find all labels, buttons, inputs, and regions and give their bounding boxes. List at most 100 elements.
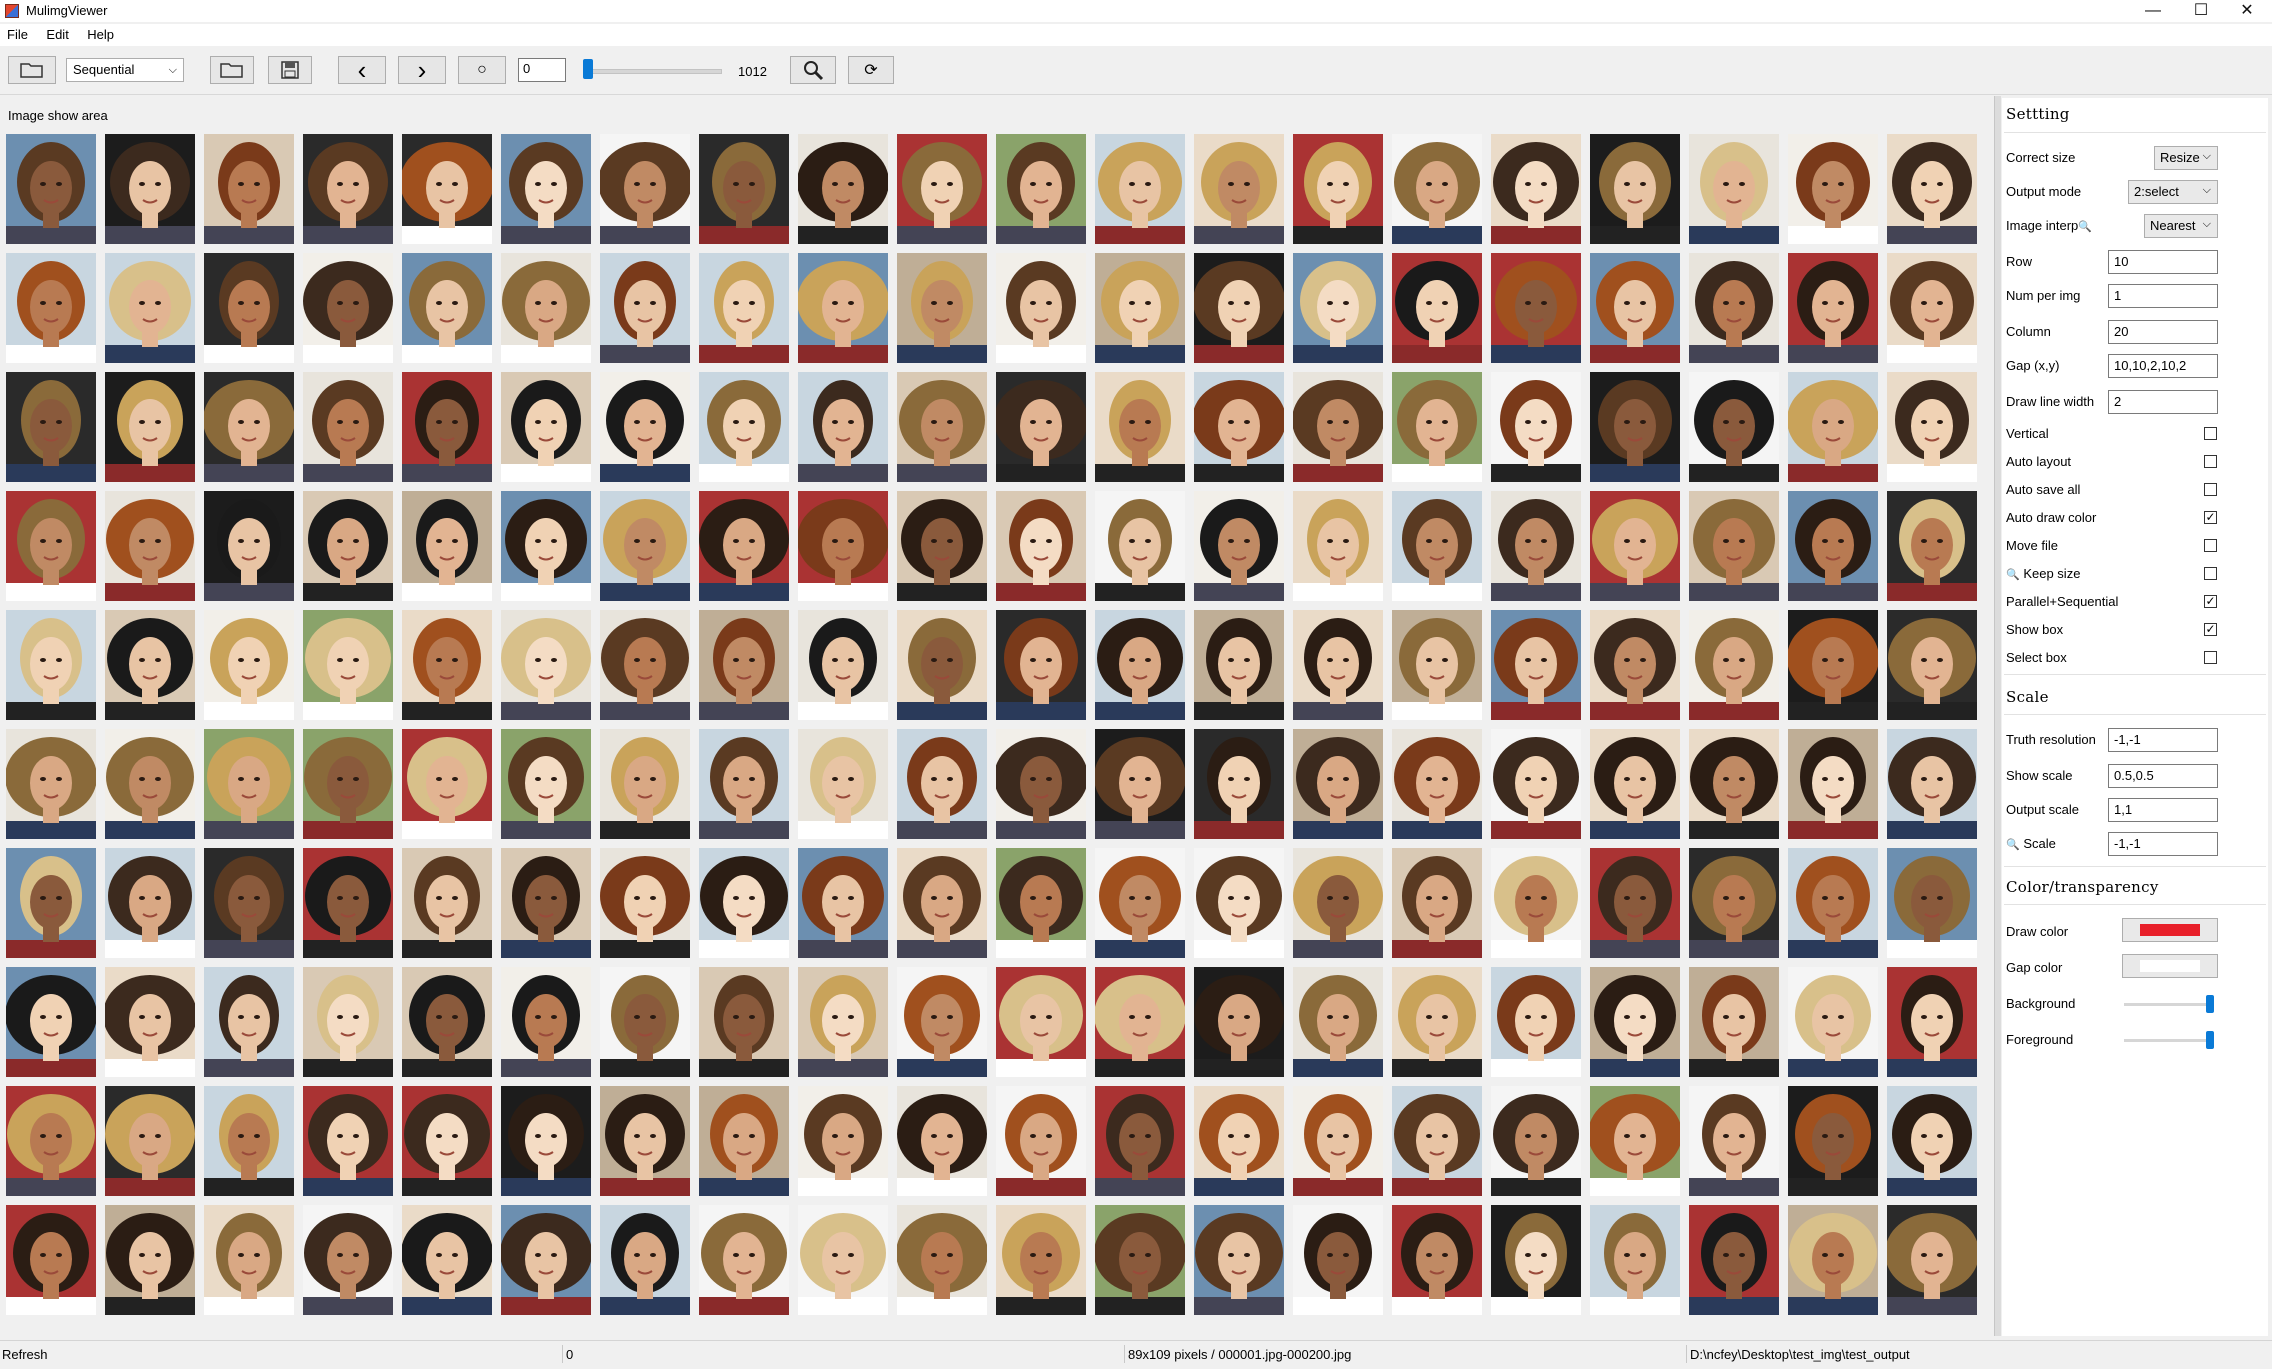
face-thumbnail[interactable] [1788, 253, 1878, 363]
face-thumbnail[interactable] [600, 1086, 690, 1196]
face-thumbnail[interactable] [105, 848, 195, 958]
face-thumbnail[interactable] [798, 729, 888, 839]
face-thumbnail[interactable] [1491, 253, 1581, 363]
background-slider-track[interactable] [2124, 1003, 2210, 1006]
face-thumbnail[interactable] [600, 848, 690, 958]
face-thumbnail[interactable] [600, 967, 690, 1077]
face-thumbnail[interactable] [1293, 1205, 1383, 1315]
face-thumbnail[interactable] [105, 610, 195, 720]
face-thumbnail[interactable] [996, 491, 1086, 601]
face-thumbnail[interactable] [105, 1086, 195, 1196]
face-thumbnail[interactable] [1392, 134, 1482, 244]
face-thumbnail[interactable] [1392, 967, 1482, 1077]
face-thumbnail[interactable] [996, 848, 1086, 958]
keep-size-checkbox[interactable] [2204, 567, 2217, 580]
face-thumbnail[interactable] [1095, 1086, 1185, 1196]
face-thumbnail[interactable] [1887, 134, 1977, 244]
face-thumbnail[interactable] [699, 372, 789, 482]
face-thumbnail[interactable] [1095, 134, 1185, 244]
face-thumbnail[interactable] [6, 372, 96, 482]
face-thumbnail[interactable] [1194, 491, 1284, 601]
prev-button[interactable]: ‹ [338, 55, 386, 85]
face-thumbnail[interactable] [204, 848, 294, 958]
face-thumbnail[interactable] [798, 372, 888, 482]
face-thumbnail[interactable] [897, 1205, 987, 1315]
show-box-checkbox[interactable]: ✓ [2204, 622, 2217, 636]
row-input[interactable]: 10 [2108, 250, 2218, 274]
draw-color-button[interactable] [2122, 918, 2218, 942]
face-thumbnail[interactable] [699, 610, 789, 720]
face-thumbnail[interactable] [1590, 967, 1680, 1077]
face-thumbnail[interactable] [1491, 848, 1581, 958]
gap-input[interactable]: 10,10,2,10,2 [2108, 354, 2218, 378]
face-thumbnail[interactable] [1689, 134, 1779, 244]
face-thumbnail[interactable] [1095, 848, 1185, 958]
face-thumbnail[interactable] [105, 491, 195, 601]
face-thumbnail[interactable] [1194, 372, 1284, 482]
face-thumbnail[interactable] [6, 253, 96, 363]
move-file-checkbox[interactable] [2204, 539, 2217, 552]
face-thumbnail[interactable] [600, 491, 690, 601]
face-thumbnail[interactable] [1788, 848, 1878, 958]
face-thumbnail[interactable] [1788, 1086, 1878, 1196]
face-thumbnail[interactable] [1095, 729, 1185, 839]
face-thumbnail[interactable] [105, 253, 195, 363]
face-thumbnail[interactable] [699, 967, 789, 1077]
face-thumbnail[interactable] [402, 253, 492, 363]
face-thumbnail[interactable] [6, 491, 96, 601]
face-thumbnail[interactable] [6, 1205, 96, 1315]
face-thumbnail[interactable] [1590, 610, 1680, 720]
face-thumbnail[interactable] [1293, 1086, 1383, 1196]
face-thumbnail[interactable] [303, 967, 393, 1077]
face-thumbnail[interactable] [897, 491, 987, 601]
face-thumbnail[interactable] [1689, 372, 1779, 482]
face-thumbnail[interactable] [402, 729, 492, 839]
face-thumbnail[interactable] [1788, 372, 1878, 482]
face-thumbnail[interactable] [204, 967, 294, 1077]
face-thumbnail[interactable] [1293, 253, 1383, 363]
face-thumbnail[interactable] [204, 491, 294, 601]
face-thumbnail[interactable] [1392, 729, 1482, 839]
face-thumbnail[interactable] [303, 1086, 393, 1196]
face-thumbnail[interactable] [1095, 372, 1185, 482]
splitter[interactable] [1994, 96, 2001, 1336]
face-thumbnail[interactable] [1590, 848, 1680, 958]
face-thumbnail[interactable] [1689, 848, 1779, 958]
face-thumbnail[interactable] [699, 491, 789, 601]
face-thumbnail[interactable] [501, 967, 591, 1077]
face-thumbnail[interactable] [699, 253, 789, 363]
face-thumbnail[interactable] [1392, 1086, 1482, 1196]
face-thumbnail[interactable] [402, 372, 492, 482]
face-thumbnail[interactable] [1788, 134, 1878, 244]
face-thumbnail[interactable] [402, 1205, 492, 1315]
rotate-button[interactable]: ⟳ [848, 56, 894, 84]
vertical-checkbox[interactable] [2204, 427, 2217, 440]
face-thumbnail[interactable] [1788, 1205, 1878, 1315]
mode-select[interactable]: Sequential ⌵ [66, 58, 184, 82]
face-thumbnail[interactable] [600, 372, 690, 482]
face-thumbnail[interactable] [402, 848, 492, 958]
face-thumbnail[interactable] [402, 967, 492, 1077]
face-thumbnail[interactable] [1491, 134, 1581, 244]
face-thumbnail[interactable] [1887, 729, 1977, 839]
face-thumbnail[interactable] [1293, 134, 1383, 244]
face-thumbnail[interactable] [1194, 729, 1284, 839]
face-thumbnail[interactable] [501, 1205, 591, 1315]
face-thumbnail[interactable] [600, 253, 690, 363]
face-thumbnail[interactable] [6, 610, 96, 720]
face-thumbnail[interactable] [1293, 848, 1383, 958]
face-thumbnail[interactable] [1590, 134, 1680, 244]
open-folder-button[interactable] [210, 56, 254, 84]
face-thumbnail[interactable] [1095, 253, 1185, 363]
face-thumbnail[interactable] [1293, 967, 1383, 1077]
face-thumbnail[interactable] [798, 1205, 888, 1315]
face-thumbnail[interactable] [1194, 967, 1284, 1077]
face-thumbnail[interactable] [1293, 610, 1383, 720]
face-thumbnail[interactable] [1689, 1086, 1779, 1196]
index-input[interactable]: 0 [518, 58, 566, 82]
face-thumbnail[interactable] [798, 1086, 888, 1196]
face-thumbnail[interactable] [1194, 1205, 1284, 1315]
face-thumbnail[interactable] [303, 848, 393, 958]
image-grid[interactable] [6, 134, 1978, 1315]
face-thumbnail[interactable] [1194, 134, 1284, 244]
